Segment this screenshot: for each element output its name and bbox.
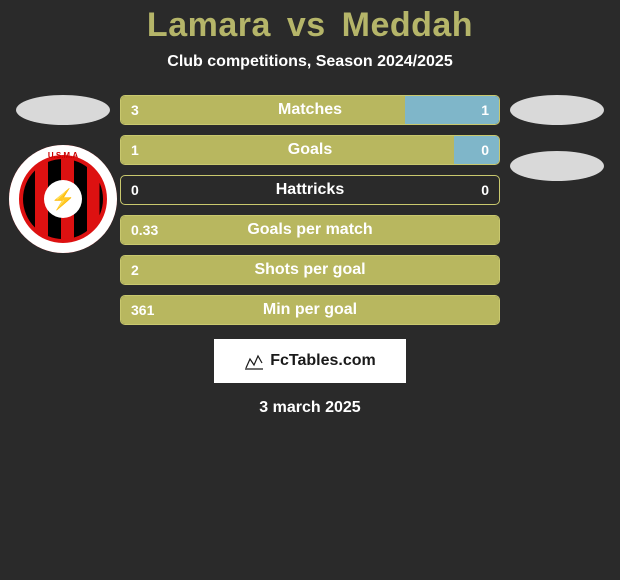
player2-club-badge: [510, 151, 604, 181]
stat-bar: 361Min per goal: [120, 295, 500, 325]
stat-label: Goals: [121, 136, 499, 164]
stat-row: 10Goals: [120, 135, 500, 165]
vs-label: vs: [287, 6, 326, 44]
stat-bar: 31Matches: [120, 95, 500, 125]
stat-row: 2Shots per goal: [120, 255, 500, 285]
stat-row: 31Matches: [120, 95, 500, 125]
brand-text: FcTables.com: [270, 352, 376, 370]
stat-label: Shots per goal: [121, 256, 499, 284]
right-column: [502, 91, 612, 181]
player1-club-badge: U.S.M.A ⚡: [9, 145, 117, 253]
page-root: Lamara vs Meddah Club competitions, Seas…: [0, 0, 620, 580]
page-title: Lamara vs Meddah: [0, 0, 620, 45]
stat-bar: 2Shots per goal: [120, 255, 500, 285]
content-row: U.S.M.A ⚡ 31Matches 10Goals 00Hattricks 0.3…: [0, 91, 620, 325]
stat-label: Hattricks: [121, 176, 499, 204]
stat-label: Min per goal: [121, 296, 499, 324]
badge-center-icon: ⚡: [51, 187, 76, 212]
player2-name: Meddah: [342, 6, 473, 44]
badge-center: ⚡: [44, 180, 82, 218]
stat-label: Goals per match: [121, 216, 499, 244]
stat-bar: 10Goals: [120, 135, 500, 165]
stat-row: 361Min per goal: [120, 295, 500, 325]
stats-column: 31Matches 10Goals 00Hattricks 0.33Goals per…: [118, 91, 502, 325]
stat-bar: 00Hattricks: [120, 175, 500, 205]
left-column: U.S.M.A ⚡: [8, 91, 118, 253]
stat-row: 00Hattricks: [120, 175, 500, 205]
stat-label: Matches: [121, 96, 499, 124]
brand-logo-icon: [244, 351, 264, 371]
stat-bar: 0.33Goals per match: [120, 215, 500, 245]
player1-name: Lamara: [147, 6, 271, 44]
date-label: 3 march 2025: [0, 399, 620, 417]
stat-row: 0.33Goals per match: [120, 215, 500, 245]
player2-avatar: [510, 95, 604, 125]
player1-avatar: [16, 95, 110, 125]
brand-badge[interactable]: FcTables.com: [214, 339, 406, 383]
subtitle: Club competitions, Season 2024/2025: [0, 53, 620, 71]
